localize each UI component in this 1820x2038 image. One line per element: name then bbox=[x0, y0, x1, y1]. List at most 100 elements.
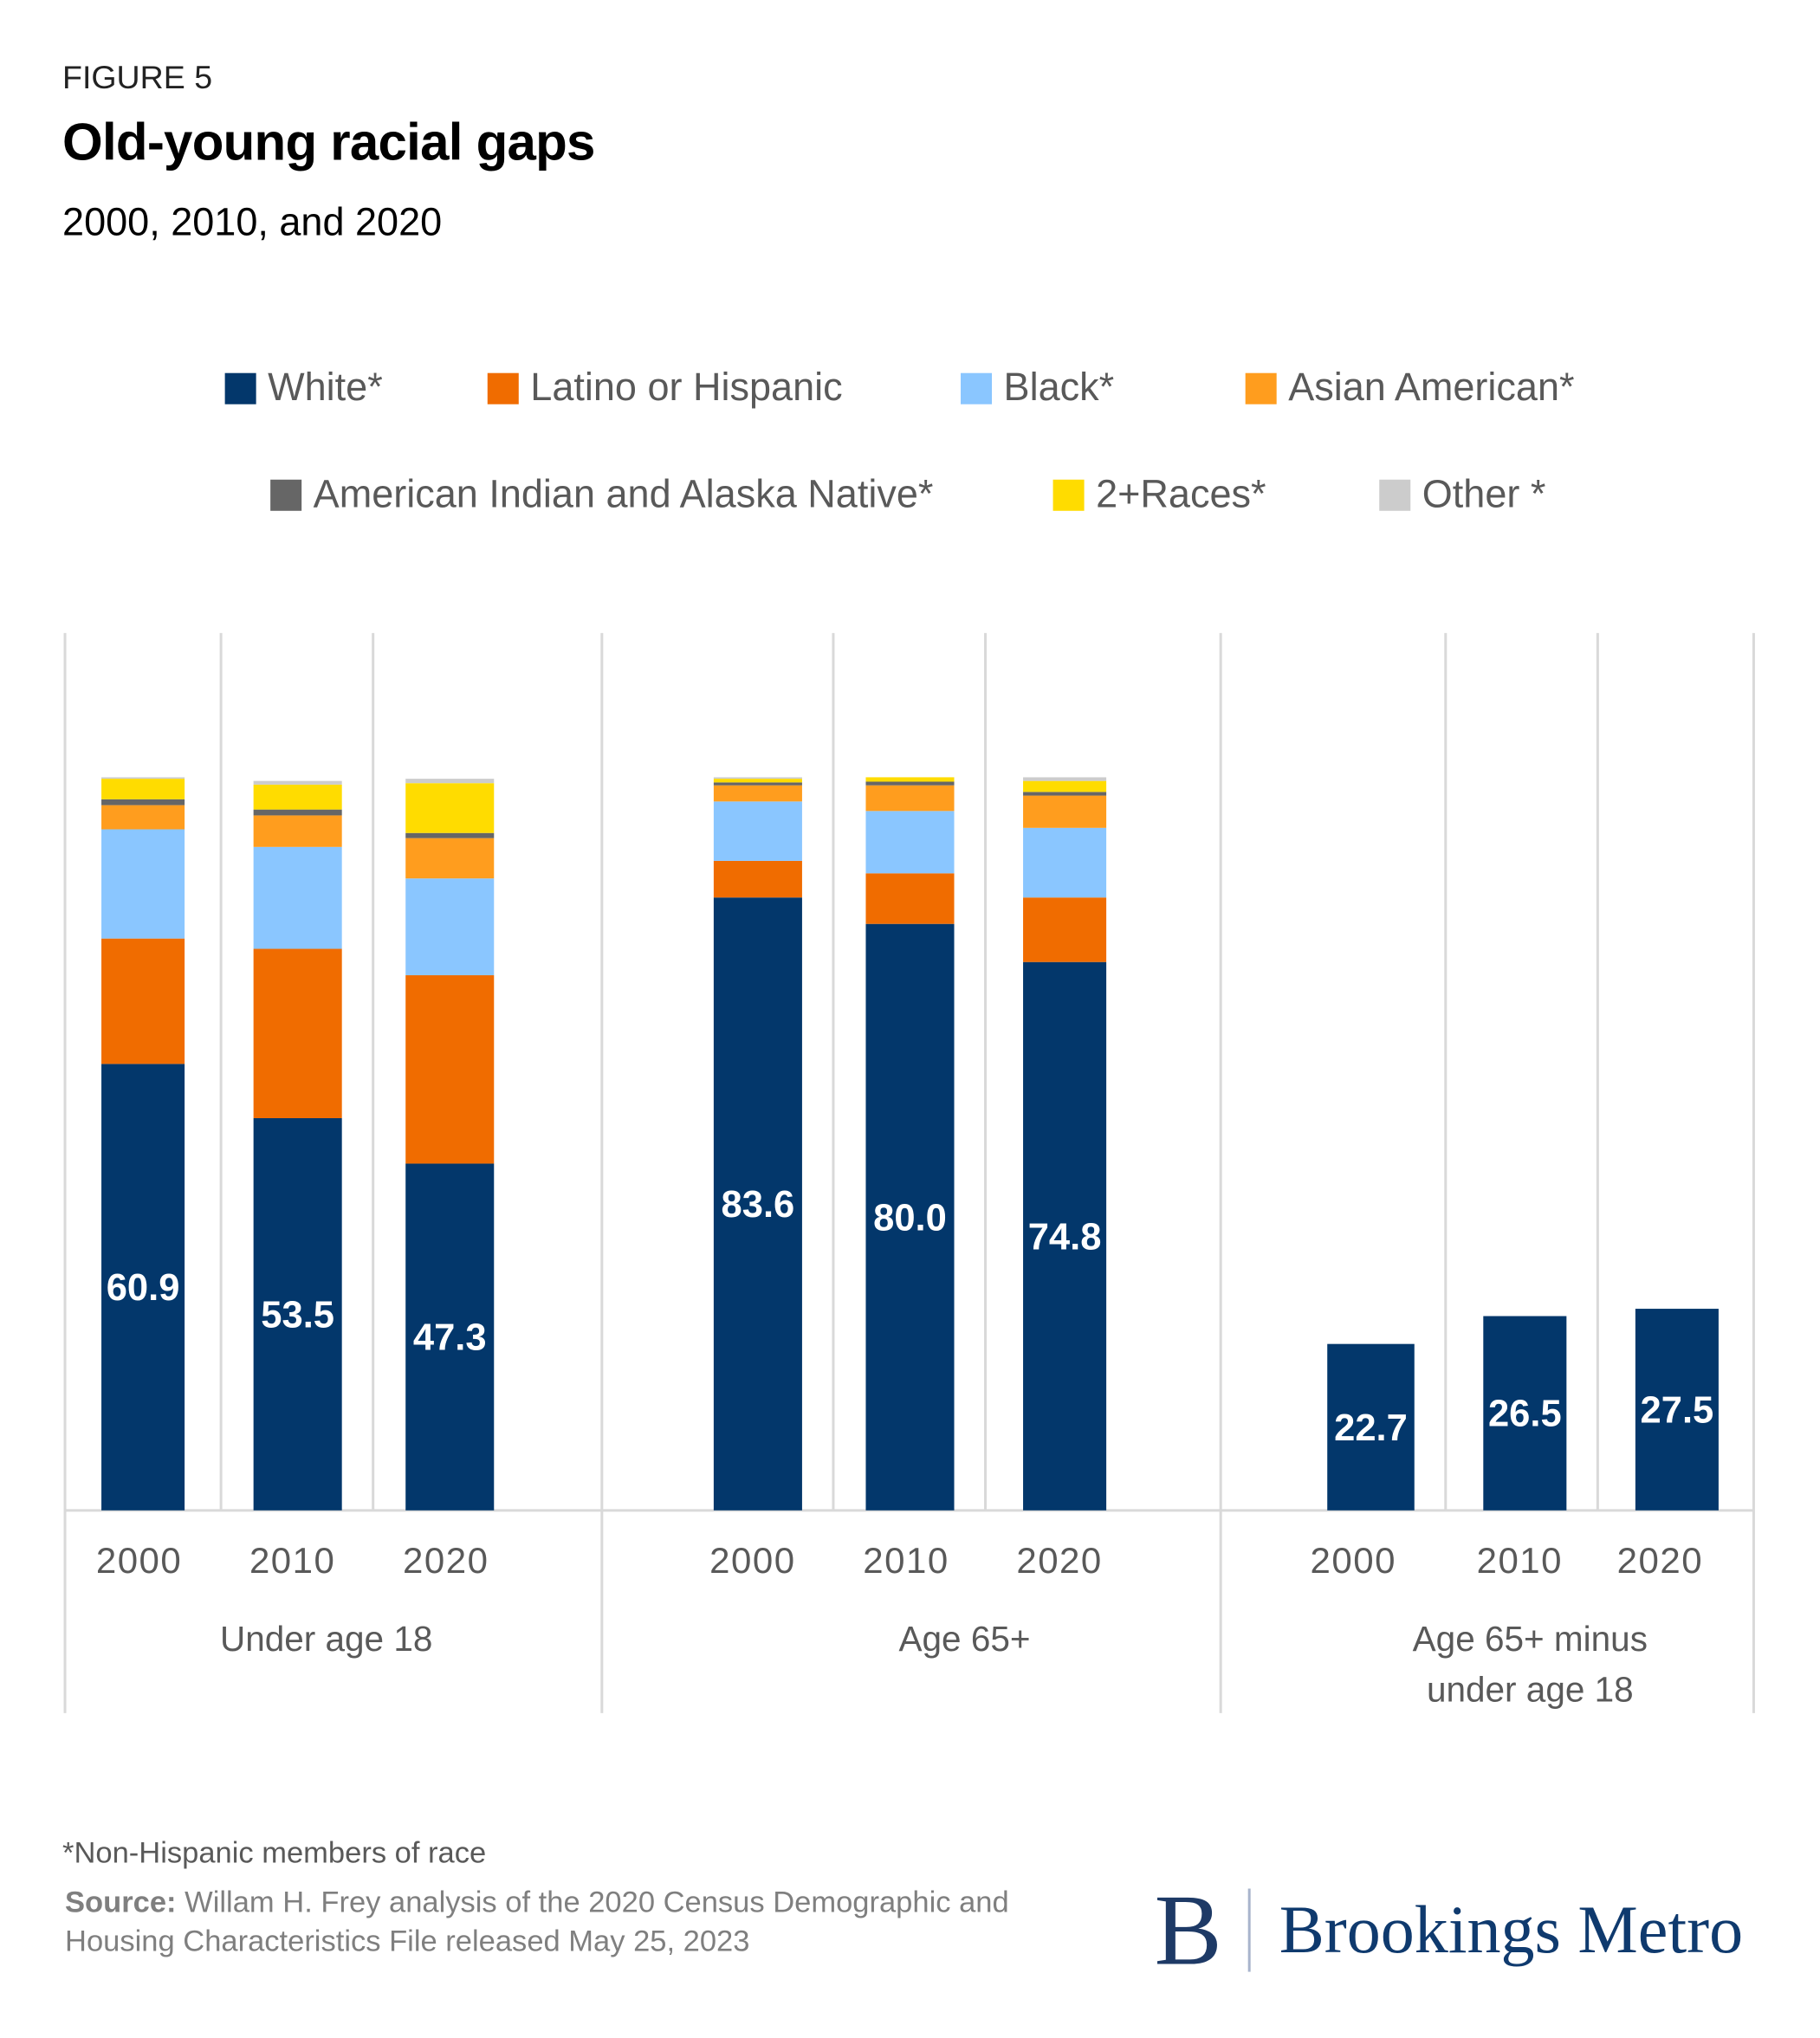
data-label: 27.5 bbox=[1641, 1389, 1714, 1431]
bar-segment-2-races bbox=[713, 779, 802, 783]
data-label: 47.3 bbox=[413, 1317, 487, 1359]
bar-segment-black bbox=[405, 878, 495, 975]
source-text: Willam H. Frey analysis of the 2020 Cens… bbox=[65, 1885, 1009, 1958]
legend-item: White* bbox=[224, 366, 383, 411]
bar-segment-american-indian-and-alaska-native bbox=[713, 782, 802, 786]
data-label: 22.7 bbox=[1334, 1407, 1408, 1449]
data-label: 80.0 bbox=[873, 1197, 947, 1239]
bar-segment-white bbox=[713, 897, 802, 1511]
legend-label: Black* bbox=[1003, 366, 1115, 410]
bar-segment-white bbox=[405, 1163, 495, 1511]
bar-segment-latino-or-hispanic bbox=[1023, 897, 1107, 962]
legend-item: 2+Races* bbox=[1052, 473, 1266, 517]
bar-segment-other bbox=[1023, 777, 1107, 781]
legend-item: Other * bbox=[1379, 473, 1545, 517]
legend-swatch bbox=[1379, 479, 1411, 511]
data-label: 74.8 bbox=[1028, 1216, 1102, 1258]
bar-segment-2-races bbox=[253, 784, 342, 810]
x-tick-label: 2000 bbox=[96, 1540, 182, 1581]
group-label: Under age 18 bbox=[220, 1619, 432, 1659]
x-tick-label: 2020 bbox=[1617, 1540, 1703, 1581]
x-tick-label: 2000 bbox=[709, 1540, 795, 1581]
brookings-logo: B Brookings Metro bbox=[1155, 1873, 1744, 1987]
bar-segment-2-races bbox=[1023, 780, 1107, 793]
data-label: 83.6 bbox=[722, 1184, 795, 1226]
legend-label: Latino or Hispanic bbox=[530, 366, 843, 410]
bar-segment-latino-or-hispanic bbox=[865, 873, 955, 924]
bar-segment-other bbox=[253, 780, 342, 785]
legend-item: Black* bbox=[961, 366, 1114, 411]
x-tick-label: 2000 bbox=[1311, 1540, 1396, 1581]
bar-segment-white bbox=[253, 1117, 342, 1511]
bar-segment-latino-or-hispanic bbox=[101, 938, 185, 1064]
group-label: under age 18 bbox=[1427, 1669, 1634, 1709]
x-tick-label: 2020 bbox=[403, 1540, 489, 1581]
source-note: Source: Willam H. Frey analysis of the 2… bbox=[65, 1882, 1105, 1960]
bar-segment-2-races bbox=[865, 777, 955, 782]
bar-segment-american-indian-and-alaska-native bbox=[253, 809, 342, 816]
figure-label: FIGURE 5 bbox=[62, 60, 213, 97]
logo-name: Brookings Metro bbox=[1279, 1892, 1744, 1968]
chart-subtitle: 2000, 2010, and 2020 bbox=[62, 201, 443, 245]
legend-swatch bbox=[1245, 372, 1277, 404]
x-tick-label: 2020 bbox=[1016, 1540, 1102, 1581]
bar-segment-white bbox=[101, 1064, 185, 1511]
bar-segment-black bbox=[253, 846, 342, 949]
logo-letter: B bbox=[1154, 1873, 1222, 1987]
bar-segment-white bbox=[1483, 1316, 1567, 1511]
x-tick-label: 2010 bbox=[863, 1540, 949, 1581]
bar-segment-2-races bbox=[101, 779, 185, 799]
bar-segment-latino-or-hispanic bbox=[405, 974, 495, 1164]
bar-segment-latino-or-hispanic bbox=[713, 860, 802, 898]
group-label: Age 65+ bbox=[899, 1619, 1031, 1659]
bar-segment-black bbox=[1023, 827, 1107, 898]
bar-segment-american-indian-and-alaska-native bbox=[101, 799, 185, 805]
legend-swatch bbox=[224, 372, 256, 404]
bar-segment-black bbox=[865, 811, 955, 874]
bar-segment-american-indian-and-alaska-native bbox=[865, 781, 955, 786]
legend-label: Other * bbox=[1422, 473, 1546, 516]
logo-divider bbox=[1247, 1888, 1251, 1972]
data-label: 26.5 bbox=[1488, 1394, 1562, 1435]
bar-segment-asian-american bbox=[1023, 795, 1107, 828]
bar-segment-black bbox=[101, 829, 185, 939]
x-tick-label: 2010 bbox=[1477, 1540, 1563, 1581]
chart-title: Old-young racial gaps bbox=[62, 114, 595, 172]
bar-segment-other bbox=[405, 779, 495, 784]
data-label: 60.9 bbox=[107, 1267, 180, 1309]
data-label: 53.5 bbox=[261, 1294, 334, 1336]
legend-label: White* bbox=[268, 366, 383, 410]
legend-swatch bbox=[1052, 479, 1085, 511]
legend-swatch bbox=[270, 479, 302, 511]
x-tick-label: 2010 bbox=[249, 1540, 335, 1581]
bar-segment-asian-american bbox=[405, 838, 495, 879]
bar-segment-american-indian-and-alaska-native bbox=[405, 832, 495, 838]
legend-item: Asian American* bbox=[1245, 366, 1575, 411]
bar-segment-asian-american bbox=[101, 805, 185, 830]
bar-segment-asian-american bbox=[865, 785, 955, 812]
legend-swatch bbox=[961, 372, 993, 404]
legend-label: 2+Races* bbox=[1096, 473, 1266, 516]
bar-segment-latino-or-hispanic bbox=[253, 948, 342, 1118]
legend-label: American Indian and Alaska Native* bbox=[313, 473, 934, 516]
bar-segment-white bbox=[1635, 1309, 1719, 1511]
bar-segment-asian-american bbox=[253, 815, 342, 847]
legend-item: Latino or Hispanic bbox=[487, 366, 843, 411]
legend-item: American Indian and Alaska Native* bbox=[270, 473, 933, 517]
bar-segment-black bbox=[713, 801, 802, 861]
bar-segment-white bbox=[1327, 1343, 1415, 1511]
bar-segment-asian-american bbox=[713, 785, 802, 802]
legend-label: Asian American* bbox=[1288, 366, 1575, 410]
footnote: *Non-Hispanic members of race bbox=[62, 1834, 487, 1870]
bar-segment-white bbox=[1023, 961, 1107, 1511]
bar-segment-other bbox=[713, 777, 802, 780]
legend-swatch bbox=[487, 372, 519, 404]
bar-segment-2-races bbox=[405, 783, 495, 833]
bar-segment-other bbox=[101, 777, 185, 780]
bar-segment-white bbox=[865, 923, 955, 1511]
bar-segment-american-indian-and-alaska-native bbox=[1023, 792, 1107, 796]
group-label: Age 65+ minus bbox=[1413, 1619, 1648, 1659]
source-label: Source: bbox=[65, 1885, 177, 1919]
